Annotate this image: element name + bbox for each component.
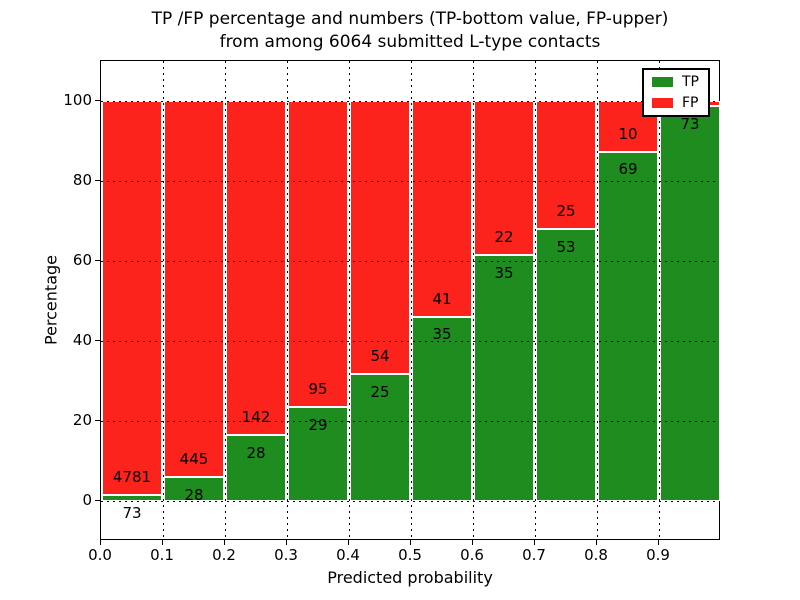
y-tick-label: 60 [72,251,92,269]
tp-bar-segment [412,316,472,501]
tp-bar-segment [164,477,224,501]
fp-count-label: 22 [494,228,514,247]
tp-bar-segment [474,255,534,501]
y-tick-mark [95,100,100,101]
y-tick-mark [95,500,100,501]
legend: TP FP [642,68,710,117]
horizontal-gridline [101,101,719,102]
horizontal-gridline [101,421,719,422]
tp-count-label: 35 [494,263,514,282]
chart-title-line2: from among 6064 submitted L-type contact… [219,32,601,52]
tp-count-label: 69 [618,160,638,179]
vertical-gridline [225,61,226,539]
chart-title: TP /FP percentage and numbers (TP-bottom… [100,8,720,54]
x-axis-label: Predicted probability [327,568,493,587]
plot-area: TP FP 4781 73 445 28 142 28 95 29 54 25 41 35 22 35 25… [100,60,720,540]
x-tick-mark [534,540,535,545]
x-tick-label: 0.9 [646,546,670,564]
x-tick-mark [472,540,473,545]
legend-label-fp: FP [682,95,699,111]
x-tick-mark [286,540,287,545]
x-tick-mark [162,540,163,545]
y-tick-mark [95,340,100,341]
tp-count-label: 29 [308,416,328,435]
fp-bar-segment [536,101,596,230]
y-tick-mark [95,260,100,261]
fp-bar-segment [226,101,286,436]
fp-bar-segment [102,101,162,495]
x-tick-label: 0.4 [336,546,360,564]
legend-label-tp: TP [682,74,699,90]
y-tick-label: 0 [82,491,92,509]
x-tick-label: 0.1 [150,546,174,564]
y-tick-mark [95,420,100,421]
tp-bar-segment [598,151,658,501]
y-tick-label: 20 [72,411,92,429]
x-tick-mark [224,540,225,545]
x-tick-mark [596,540,597,545]
vertical-gridline [473,61,474,539]
fp-bar-segment [474,101,534,256]
vertical-gridline [659,61,660,539]
tp-bar-segment [102,494,162,501]
fp-legend-swatch-icon [652,98,673,108]
tp-bar-segment [288,407,348,501]
vertical-gridline [411,61,412,539]
horizontal-gridline [101,181,719,182]
fp-count-label: 10 [618,124,638,143]
vertical-gridline [535,61,536,539]
tp-count-label: 53 [556,237,576,256]
x-tick-mark [410,540,411,545]
vertical-gridline [349,61,350,539]
fp-count-label: 4781 [112,467,152,486]
horizontal-gridline [101,341,719,342]
x-tick-label: 0.0 [88,546,112,564]
chart-title-line1: TP /FP percentage and numbers (TP-bottom… [151,9,669,29]
x-tick-label: 0.3 [274,546,298,564]
horizontal-gridline [101,501,719,502]
vertical-gridline [287,61,288,539]
fp-count-label: 95 [308,380,328,399]
legend-row-fp: FP [652,96,699,110]
x-tick-mark [348,540,349,545]
x-tick-mark [100,540,101,545]
x-tick-label: 0.8 [584,546,608,564]
y-tick-label: 80 [72,171,92,189]
y-tick-mark [95,180,100,181]
fp-count-label: 41 [432,289,452,308]
vertical-gridline [163,61,164,539]
fp-bar-segment [350,101,410,375]
tp-bar-segment [350,374,410,501]
tp-legend-swatch-icon [652,77,673,87]
fp-bar-segment [288,101,348,408]
tp-count-label: 28 [246,443,266,462]
tp-count-label: 73 [122,503,142,522]
x-tick-mark [658,540,659,545]
tp-bar-segment [660,106,720,501]
legend-row-tp: TP [652,75,699,89]
vertical-gridline [597,61,598,539]
tp-bar-segment [226,435,286,501]
x-tick-label: 0.2 [212,546,236,564]
tp-count-label: 25 [370,383,390,402]
horizontal-gridline [101,261,719,262]
fp-bar-segment [164,101,224,478]
fp-count-label: 142 [241,408,271,427]
x-tick-label: 0.6 [460,546,484,564]
y-tick-label: 40 [72,331,92,349]
fp-bar-segment [412,101,472,317]
y-tick-label: 100 [63,91,92,109]
fp-count-label: 25 [556,202,576,221]
tp-count-label: 73 [680,115,700,133]
tp-bar-segment [536,229,596,501]
x-tick-label: 0.7 [522,546,546,564]
tp-count-label: 28 [184,485,204,504]
tp-count-label: 35 [432,325,452,344]
x-tick-label: 0.5 [398,546,422,564]
fp-count-label: 54 [370,347,390,366]
fp-count-label: 445 [179,450,209,469]
